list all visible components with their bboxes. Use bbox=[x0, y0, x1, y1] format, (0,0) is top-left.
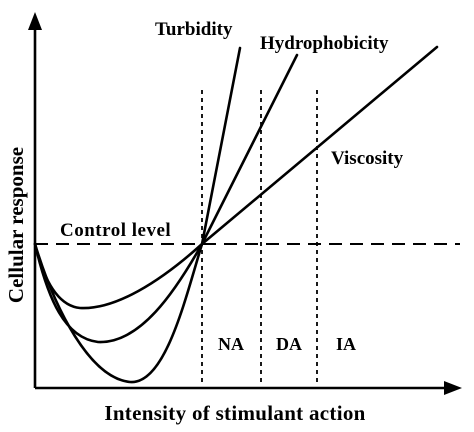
label-turbidity: Turbidity bbox=[155, 19, 233, 40]
label-region-ia: IA bbox=[336, 334, 356, 354]
y-axis-arrowhead bbox=[28, 12, 42, 30]
curve-turbidity bbox=[33, 46, 242, 384]
y-axis-label: Cellular response bbox=[4, 147, 28, 303]
label-region-na: NA bbox=[218, 334, 244, 354]
label-hydrophobicity: Hydrophobicity bbox=[260, 33, 389, 54]
x-axis-label: Intensity of stimulant action bbox=[104, 401, 365, 425]
x-axis-arrowhead bbox=[444, 381, 462, 395]
label-control-level: Control level bbox=[60, 220, 171, 241]
curve-hydrophobicity bbox=[33, 53, 299, 344]
label-region-da: DA bbox=[276, 334, 302, 354]
label-viscosity: Viscosity bbox=[331, 148, 404, 169]
